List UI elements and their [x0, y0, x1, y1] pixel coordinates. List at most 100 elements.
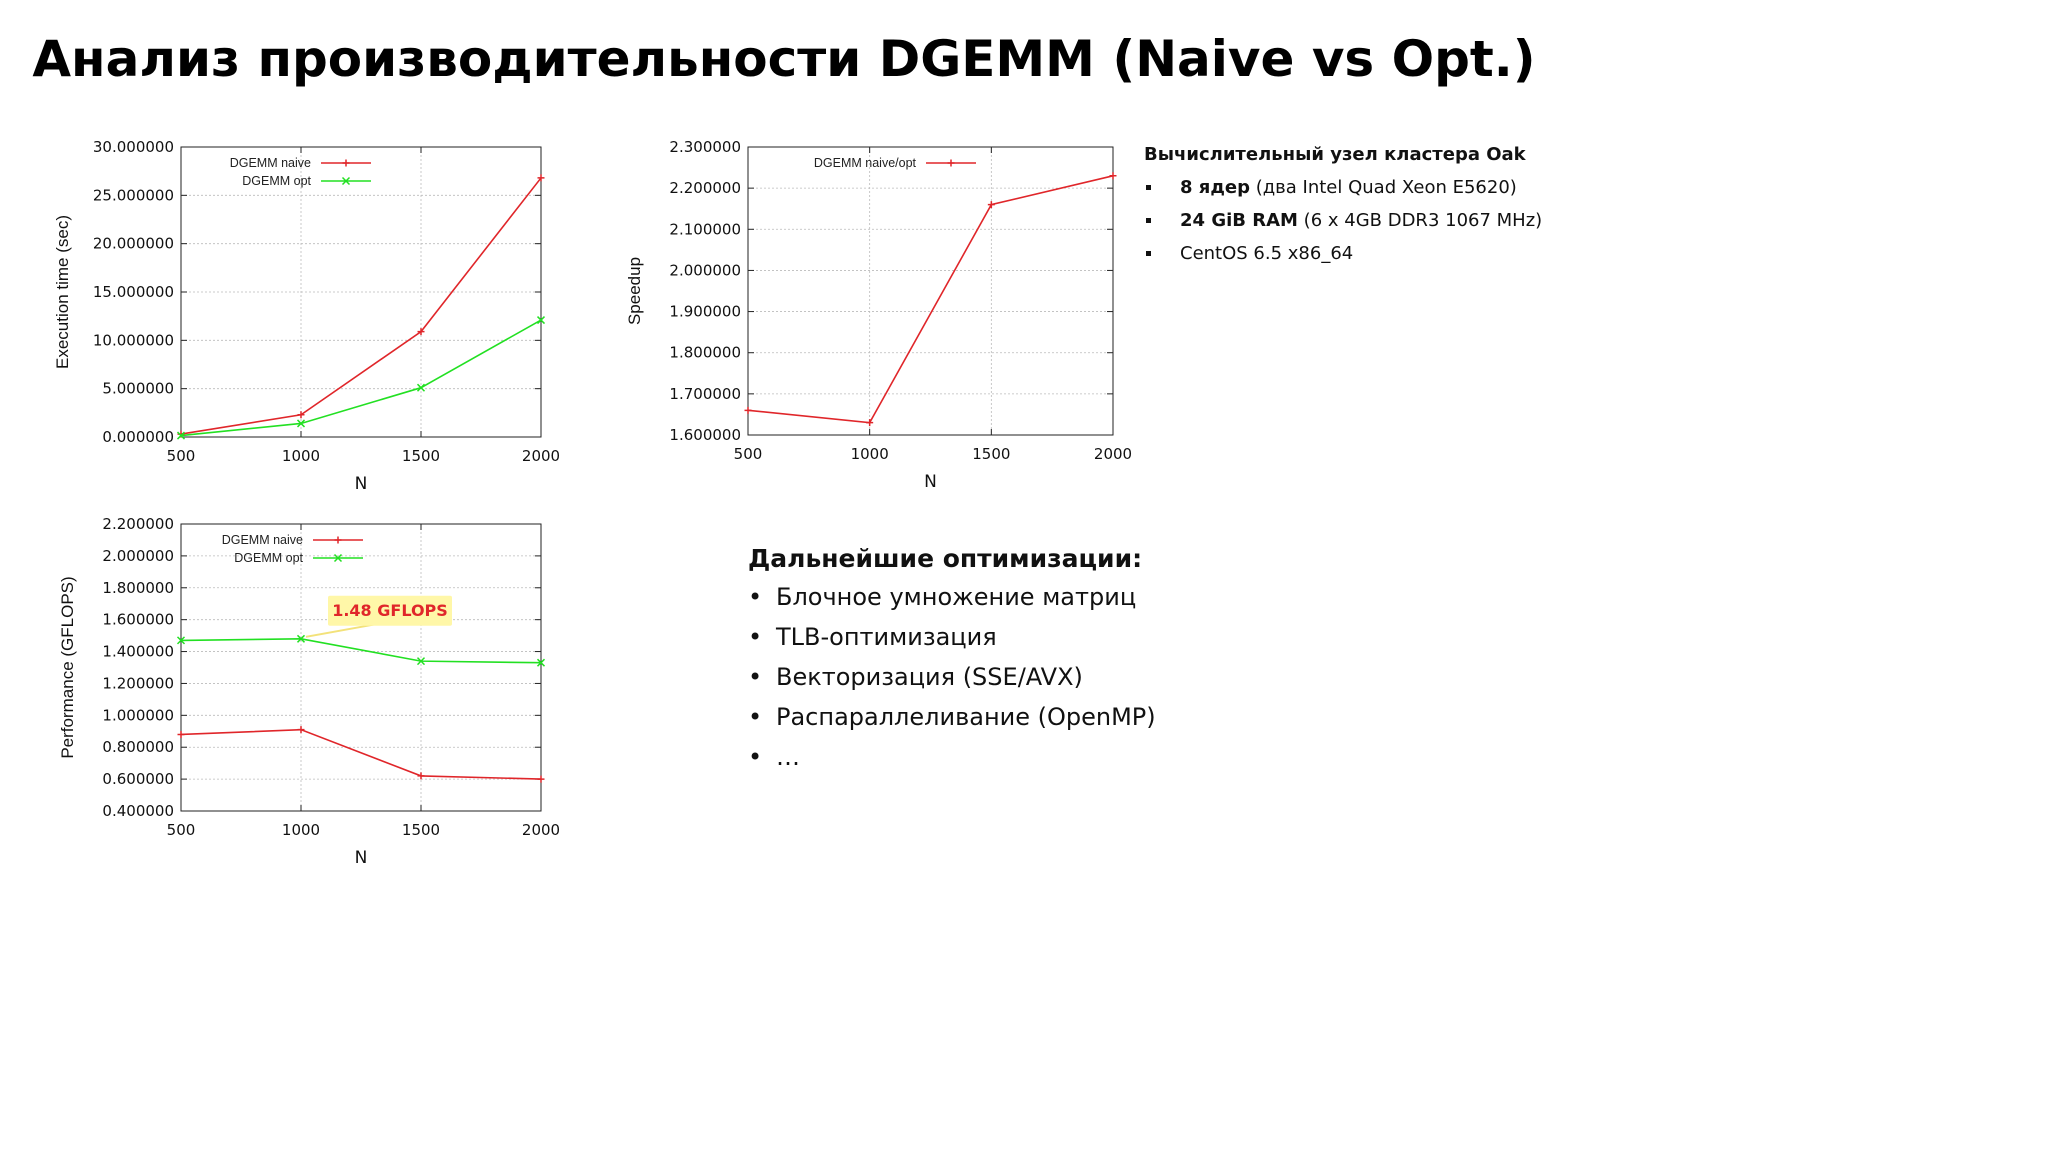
series-0 [744, 172, 1117, 427]
y-tick-label: 1.400000 [102, 643, 174, 661]
series-1 [176, 634, 546, 667]
legend-label: DGEMM naive [230, 156, 311, 170]
data-point [296, 634, 306, 643]
spec-item: CentOS 6.5 x86_64 [1144, 237, 1554, 270]
optimization-item: Распараллеливание (OpenMP) [748, 697, 1348, 737]
speedup-chart: 1.600000 1.700000 1.800000 1.900000 2.000000… [625, 138, 1132, 492]
y-tick-label: 1.000000 [102, 706, 174, 724]
x-axis-title: N [355, 474, 368, 494]
y-tick-label: 1.600000 [102, 611, 174, 629]
y-tick-label: 1.700000 [669, 385, 741, 403]
cluster-node-info: Вычислительный узел кластера Oak 8 ядер … [1144, 144, 1554, 270]
x-tick-label: 1500 [402, 821, 440, 839]
legend-label: DGEMM naive [222, 533, 303, 547]
plot-frame [747, 146, 1114, 436]
series-line [747, 175, 1114, 424]
data-point [416, 657, 426, 666]
annotation-leader [305, 622, 379, 638]
data-point [866, 419, 874, 427]
optimization-item: TLB-оптимизация [748, 617, 1348, 657]
data-point [177, 730, 185, 738]
optimization-item: Блочное умножение матриц [748, 577, 1348, 617]
x-tick-label: 1500 [402, 447, 440, 465]
spec-item: 8 ядер (два Intel Quad Xeon E5620) [1144, 171, 1554, 204]
y-tick-label: 1.600000 [669, 426, 741, 444]
x-tick-label: 2000 [522, 821, 560, 839]
further-optimizations: Дальнейшие оптимизации: Блочное умножени… [748, 544, 1348, 777]
cluster-node-title: Вычислительный узел кластера Oak [1144, 144, 1526, 165]
y-tick-label: 2.200000 [669, 179, 741, 197]
data-point [417, 772, 425, 780]
series-0 [177, 174, 545, 438]
x-tick-label: 2000 [522, 447, 560, 465]
y-tick-label: 1.900000 [669, 303, 741, 321]
series-line [180, 637, 542, 664]
data-point [297, 411, 305, 419]
data-point [297, 726, 305, 734]
legend-marker [341, 176, 351, 186]
legend-marker [342, 159, 350, 167]
data-point [176, 636, 186, 645]
legend-label: DGEMM naive/opt [814, 156, 917, 170]
series-1 [176, 316, 546, 440]
data-point [987, 201, 995, 209]
legend-label: DGEMM opt [234, 551, 303, 565]
series-0 [177, 726, 545, 783]
y-tick-label: 20.000000 [93, 235, 174, 253]
series-line [180, 728, 542, 780]
optimizations-list: Блочное умножение матриц TLB-оптимизация… [748, 577, 1348, 777]
x-tick-label: 500 [167, 447, 196, 465]
optimization-item: … [748, 737, 1348, 777]
y-tick-label: 1.800000 [669, 344, 741, 362]
x-axis-title: N [355, 848, 368, 868]
y-axis-title: Performance (GFLOPS) [58, 576, 77, 758]
y-tick-label: 2.300000 [669, 138, 741, 156]
spec-item: 24 GiB RAM (6 x 4GB DDR3 1067 MHz) [1144, 204, 1554, 237]
data-point [744, 406, 752, 414]
y-tick-label: 1.800000 [102, 579, 174, 597]
performance-chart: 0.400000 0.600000 0.800000 1.000000 1.200000… [58, 515, 560, 868]
y-tick-label: 25.000000 [93, 186, 174, 204]
y-axis-title: Execution time (sec) [53, 215, 72, 369]
x-tick-label: 500 [167, 821, 196, 839]
y-tick-label: 5.000000 [102, 380, 174, 398]
series-line [180, 319, 542, 437]
page-title: Анализ производительности DGEMM (Naive v… [32, 30, 1536, 88]
x-tick-label: 2000 [1094, 445, 1132, 463]
y-tick-label: 0.000000 [102, 428, 174, 446]
x-tick-label: 500 [734, 445, 763, 463]
legend-marker [334, 536, 342, 544]
data-point [1109, 172, 1117, 180]
y-tick-label: 1.200000 [102, 674, 174, 692]
y-tick-label: 10.000000 [93, 331, 174, 349]
data-point [296, 419, 306, 428]
annotation-box [328, 595, 452, 626]
data-point [176, 431, 186, 440]
x-axis-title: N [924, 472, 937, 492]
series-line [180, 177, 542, 435]
x-tick-label: 1000 [851, 445, 889, 463]
data-point [536, 658, 546, 667]
x-tick-label: 1000 [282, 447, 320, 465]
data-point [417, 328, 425, 336]
execution-time-chart: 0.000000 5.000000 10.000000 15.000000 20.000… [53, 138, 560, 494]
data-point [416, 383, 426, 392]
y-tick-label: 2.000000 [669, 261, 741, 279]
cluster-node-specs: 8 ядер (два Intel Quad Xeon E5620) 24 Gi… [1144, 171, 1554, 270]
legend-label: DGEMM opt [242, 174, 311, 188]
legend-marker [333, 553, 343, 563]
optimization-item: Векторизация (SSE/AVX) [748, 657, 1348, 697]
x-tick-label: 1500 [972, 445, 1010, 463]
x-tick-label: 1000 [282, 821, 320, 839]
optimizations-title: Дальнейшие оптимизации: [748, 544, 1143, 573]
y-axis-title: Speedup [625, 257, 644, 325]
annotation-label: 1.48 GFLOPS [332, 601, 448, 620]
data-point [536, 316, 546, 325]
y-tick-label: 2.100000 [669, 220, 741, 238]
data-point [537, 174, 545, 182]
plot-frame [180, 523, 542, 812]
data-point [537, 775, 545, 783]
legend-marker [947, 159, 955, 167]
y-tick-label: 0.400000 [102, 802, 174, 820]
y-tick-label: 0.600000 [102, 770, 174, 788]
